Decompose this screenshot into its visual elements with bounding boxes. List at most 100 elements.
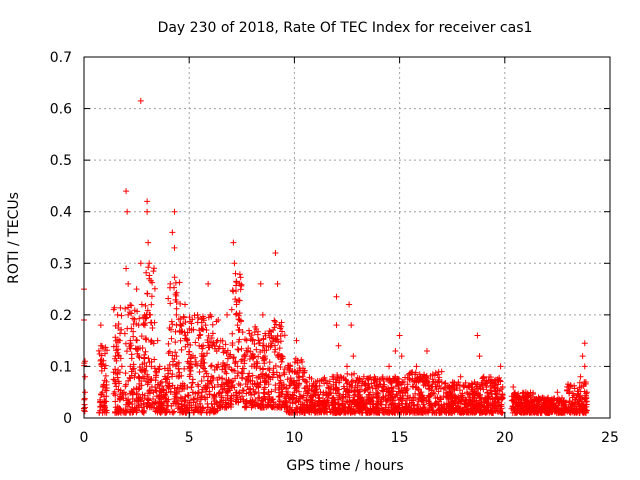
data-point xyxy=(344,363,350,370)
data-point xyxy=(452,406,459,413)
data-point xyxy=(299,394,306,401)
data-point xyxy=(152,377,159,384)
data-point xyxy=(583,389,590,396)
data-point xyxy=(582,380,589,387)
data-point xyxy=(200,373,207,380)
data-point xyxy=(139,361,146,368)
data-point xyxy=(576,384,583,391)
data-point xyxy=(115,324,122,331)
data-point xyxy=(169,358,176,365)
data-point xyxy=(265,391,272,398)
data-point xyxy=(413,384,420,391)
data-point xyxy=(213,339,220,346)
data-point xyxy=(130,333,137,340)
data-point xyxy=(156,398,163,405)
data-point xyxy=(346,383,353,390)
data-point xyxy=(124,208,131,215)
data-point xyxy=(117,393,124,400)
data-point xyxy=(271,317,278,324)
data-point xyxy=(257,379,264,386)
data-point xyxy=(249,336,256,343)
data-point xyxy=(233,301,240,308)
data-point xyxy=(197,404,204,411)
data-point xyxy=(239,370,246,377)
data-point xyxy=(254,402,261,409)
data-point xyxy=(454,381,461,388)
data-point xyxy=(242,399,249,406)
data-point xyxy=(414,408,421,415)
data-point xyxy=(148,363,155,370)
data-point xyxy=(135,386,142,393)
data-point xyxy=(219,386,226,393)
data-point xyxy=(236,280,243,287)
data-point xyxy=(281,371,288,378)
data-point xyxy=(276,397,283,404)
data-point xyxy=(231,260,238,267)
data-point xyxy=(224,388,231,395)
data-point xyxy=(260,386,267,393)
data-point xyxy=(136,403,143,410)
data-point xyxy=(236,389,243,396)
data-point xyxy=(330,399,337,406)
data-point xyxy=(243,403,250,410)
data-point xyxy=(207,338,214,345)
data-point xyxy=(461,383,468,390)
data-point xyxy=(239,393,246,400)
data-point xyxy=(289,394,296,401)
data-point xyxy=(246,327,253,334)
data-point xyxy=(166,361,173,368)
data-point xyxy=(131,307,138,314)
data-point xyxy=(261,373,268,380)
data-point xyxy=(261,353,268,360)
data-point xyxy=(150,268,157,275)
data-point xyxy=(531,405,538,412)
data-point xyxy=(380,377,387,384)
data-point xyxy=(137,97,144,104)
data-point xyxy=(480,398,487,405)
data-point xyxy=(97,322,104,329)
data-point xyxy=(112,404,119,411)
data-point xyxy=(149,325,156,332)
data-point xyxy=(115,346,121,353)
data-point xyxy=(467,390,474,397)
data-point xyxy=(224,311,231,318)
data-point xyxy=(156,363,163,370)
data-point xyxy=(277,364,284,371)
data-point xyxy=(260,366,267,373)
data-point xyxy=(112,398,119,405)
data-point xyxy=(125,311,132,318)
data-point xyxy=(295,373,302,380)
data-point xyxy=(365,408,372,415)
data-point xyxy=(127,363,134,370)
data-point xyxy=(335,400,342,407)
data-point xyxy=(473,402,480,409)
data-point xyxy=(351,409,358,416)
data-point xyxy=(165,396,172,403)
data-point xyxy=(291,381,298,388)
data-point xyxy=(316,382,323,389)
data-point xyxy=(145,355,152,362)
data-point xyxy=(322,408,329,415)
data-point xyxy=(485,377,492,384)
data-point xyxy=(195,389,202,396)
data-point xyxy=(148,337,155,344)
data-point xyxy=(194,395,201,402)
data-point xyxy=(366,384,373,391)
data-point xyxy=(160,394,167,401)
data-point xyxy=(140,400,147,407)
data-point xyxy=(203,370,210,377)
data-point xyxy=(125,304,132,311)
data-point xyxy=(260,336,267,343)
data-point xyxy=(113,383,120,390)
data-point xyxy=(126,374,133,381)
data-point xyxy=(511,393,518,400)
data-point xyxy=(220,397,227,404)
data-point xyxy=(245,373,252,380)
data-point xyxy=(398,400,405,407)
data-point xyxy=(172,389,179,396)
data-point xyxy=(519,390,526,397)
data-point xyxy=(133,396,140,403)
data-point xyxy=(281,366,288,373)
data-point xyxy=(300,365,307,372)
data-point xyxy=(138,333,145,340)
